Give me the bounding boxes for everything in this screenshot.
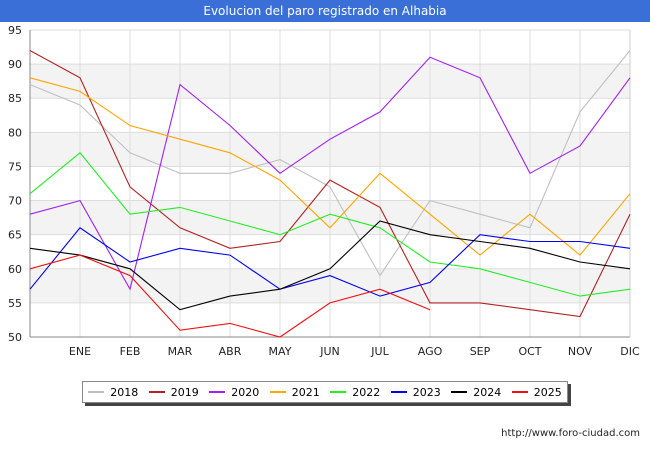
legend-item-2024: 2024 xyxy=(451,386,501,399)
source-credit: http://www.foro-ciudad.com xyxy=(501,428,640,439)
legend-item-2022: 2022 xyxy=(330,386,380,399)
legend-item-2021: 2021 xyxy=(269,385,320,399)
y-tick-label: 70 xyxy=(8,195,22,208)
legend-item-2020: 2020 xyxy=(209,386,259,399)
axes xyxy=(29,30,631,338)
series-line-2018 xyxy=(29,50,631,277)
series-line-2021 xyxy=(29,77,631,256)
legend-label: 2023 xyxy=(412,385,441,399)
y-tick-label: 75 xyxy=(8,160,22,173)
legend: 2018 2019 2020 2021 2022 2023 2024 2025 xyxy=(82,381,568,403)
series-lines xyxy=(29,50,631,338)
x-tick-label: NOV xyxy=(568,345,593,358)
x-tick-label: SEP xyxy=(470,345,491,358)
x-tick-label: JUN xyxy=(319,345,340,358)
y-tick-labels: 50 55 60 65 70 75 80 85 90 95 xyxy=(8,24,22,344)
legend-label: 2019 xyxy=(170,385,199,399)
legend-swatch xyxy=(451,391,468,393)
legend-swatch xyxy=(88,391,105,393)
legend-item-2025: 2025 xyxy=(511,385,562,399)
y-tick-label: 60 xyxy=(8,263,22,276)
x-tick-label: FEB xyxy=(120,345,141,358)
legend-swatch xyxy=(511,391,528,393)
x-tick-label: JUL xyxy=(370,345,389,358)
legend-swatch xyxy=(148,391,165,393)
legend-item-2023: 2023 xyxy=(390,385,441,399)
legend-label: 2025 xyxy=(533,385,562,399)
legend-swatch xyxy=(269,391,286,393)
legend-label: 2021 xyxy=(291,385,320,399)
series-line-2025 xyxy=(29,254,431,338)
y-tick-label: 95 xyxy=(8,24,22,37)
series-line-2024 xyxy=(29,220,631,311)
line-chart: 50 55 60 65 70 75 80 85 90 95 ENE FEB MAR ABR MAY JUN J… xyxy=(8,24,640,358)
legend-swatch xyxy=(209,391,226,393)
series-line-2022 xyxy=(29,152,631,297)
x-tick-label: DIC xyxy=(620,345,640,358)
y-tick-label: 80 xyxy=(8,126,22,139)
series-line-2023 xyxy=(29,227,631,297)
series-line-2019 xyxy=(29,50,631,318)
legend-label: 2022 xyxy=(352,385,381,399)
x-tick-label: MAR xyxy=(168,345,193,358)
y-tick-label: 50 xyxy=(8,331,22,344)
legend-label: 2024 xyxy=(473,385,502,399)
y-tick-label: 85 xyxy=(8,92,22,105)
x-tick-label: MAY xyxy=(269,345,292,358)
y-tick-label: 65 xyxy=(8,229,22,242)
x-tick-label: ABR xyxy=(219,345,242,358)
x-tick-label: OCT xyxy=(518,345,541,358)
legend-item-2018: 2018 xyxy=(88,386,138,399)
legend-swatch xyxy=(330,391,347,393)
x-tick-labels: ENE FEB MAR ABR MAY JUN JUL AGO SEP OCT NOV DIC xyxy=(69,345,640,358)
legend-label: 2020 xyxy=(231,385,260,399)
x-tick-label: ENE xyxy=(69,345,91,358)
x-tick-label: AGO xyxy=(418,345,443,358)
legend-swatch xyxy=(390,391,407,393)
y-tick-label: 55 xyxy=(8,297,22,310)
series-line-2020 xyxy=(29,56,631,291)
legend-label: 2018 xyxy=(110,385,139,399)
legend-item-2019: 2019 xyxy=(148,385,199,399)
chart-title: Evolucion del paro registrado en Alhabia xyxy=(0,0,650,22)
y-tick-label: 90 xyxy=(8,58,22,71)
